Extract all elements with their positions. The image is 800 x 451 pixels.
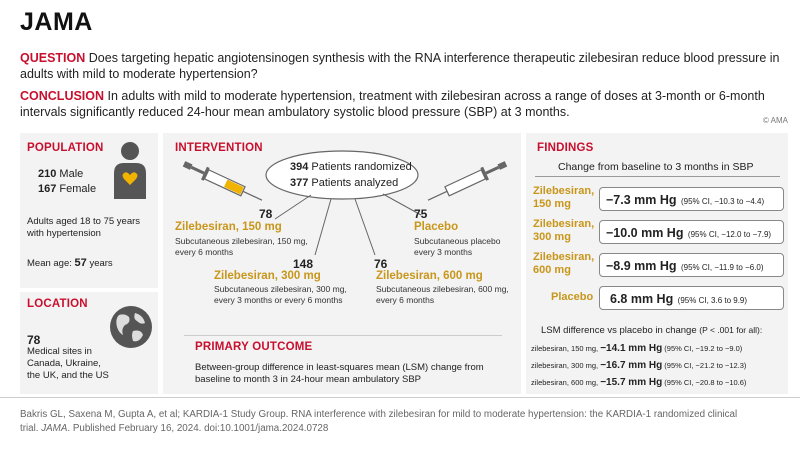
finding-value: 6.8 mm Hg [610, 292, 674, 306]
finding-value: −8.9 mm Hg [606, 259, 677, 273]
placebo-count: 75 [414, 207, 428, 221]
findings-subtitle-rule [535, 176, 780, 177]
intervention-header: INTERVENTION [175, 142, 263, 154]
placebo-name: Placebo [414, 221, 459, 233]
mean-age-value: 57 [74, 257, 87, 269]
female-count: 167 [38, 183, 57, 195]
finding-value-placebo: 6.8 mm Hg (95% CI, 3.6 to 9.9) [610, 290, 747, 308]
finding-label-600: Zilebesiran, 600 mg [533, 251, 595, 276]
syringe-icon [427, 161, 508, 201]
primary-outcome-text: Between-group difference in least-square… [195, 362, 484, 385]
finding-ci: (95% CI, −11.9 to −6.0) [680, 263, 764, 272]
location-header: LOCATION [27, 298, 88, 310]
analyzed-count: 377 [290, 177, 309, 189]
lsm-label: zilebesiran, 600 mg, [531, 378, 599, 387]
male-label: Male [59, 168, 84, 180]
analyzed-line: 377 Patients analyzed [290, 177, 398, 189]
population-counts: 210 Male 167 Female [38, 167, 96, 197]
lsm-title-text: LSM difference vs placebo in change [541, 325, 697, 336]
finding-box-150 [599, 187, 784, 211]
finding-ci: (95% CI, −12.0 to −7.9) [687, 230, 772, 239]
randomized-label: Patients randomized [311, 161, 412, 173]
arm-150-count: 78 [259, 207, 273, 221]
lsm-label: zilebesiran, 300 mg, [531, 361, 599, 370]
randomized-line: 394 Patients randomized [290, 161, 412, 173]
mean-age-unit: years [89, 258, 113, 269]
arm-300-count: 148 [293, 257, 314, 271]
arm-300-name: Zilebesiran, 300 mg [214, 270, 321, 282]
question-label: QUESTION [20, 51, 86, 65]
lsm-row: zilebesiran, 600 mg, −15.7 mm Hg (95% CI… [531, 377, 746, 388]
lsm-ci: (95% CI, −21.2 to −12.3) [664, 361, 747, 370]
population-panel [20, 133, 158, 288]
citation: Bakris GL, Saxena M, Gupta A, et al; KAR… [20, 408, 750, 436]
arm-150-desc: Subcutaneous zilebesiran, 150 mg, every … [175, 236, 308, 257]
syringe-icon [182, 161, 263, 201]
finding-ci: (95% CI, −10.3 to −4.4) [680, 197, 765, 206]
findings-subtitle: Change from baseline to 3 months in SBP [558, 161, 754, 173]
location-description: Medical sites in Canada, Ukraine, the UK… [27, 346, 109, 381]
analyzed-label: Patients analyzed [311, 177, 399, 189]
citation-pre: Bakris GL, Saxena M, Gupta A, et al; KAR… [20, 409, 738, 434]
person-icon [114, 142, 146, 199]
finding-value: −10.0 mm Hg [606, 226, 684, 240]
arm-600-count: 76 [374, 257, 388, 271]
population-description: Adults aged 18 to 75 years with hyperten… [27, 216, 141, 239]
heart-icon [122, 172, 138, 185]
arm-300-desc: Subcutaneous zilebesiran, 300 mg, every … [214, 284, 347, 305]
primary-outcome-header: PRIMARY OUTCOME [195, 341, 313, 353]
findings-header: FINDINGS [537, 142, 594, 154]
conclusion-text: In adults with mild to moderate hyperten… [20, 89, 765, 119]
journal-logo: JAMA [20, 8, 93, 36]
mean-age: Mean age: 57 years [27, 257, 113, 270]
population-header: POPULATION [27, 142, 104, 154]
conclusion-block: CONCLUSION In adults with mild to modera… [20, 88, 780, 120]
female-label: Female [59, 183, 97, 195]
lsm-label: zilebesiran, 150 mg, [531, 344, 599, 353]
finding-box-600 [599, 253, 784, 277]
finding-value: −7.3 mm Hg [606, 193, 677, 207]
arm-600-name: Zilebesiran, 600 mg [376, 270, 483, 282]
location-count: 78 [27, 333, 41, 347]
finding-box-300 [599, 220, 784, 244]
arm-600-desc: Subcutaneous zilebesiran, 600 mg, every … [376, 284, 509, 305]
copyright: © AMA [762, 116, 788, 125]
allocation-diagram [265, 150, 422, 256]
lsm-row: zilebesiran, 300 mg, −16.7 mm Hg (95% CI… [531, 360, 746, 371]
finding-ci: (95% CI, 3.6 to 9.9) [677, 296, 748, 305]
lsm-ci: (95% CI, −20.8 to −10.6) [664, 378, 747, 387]
arm-150-name: Zilebesiran, 150 mg [175, 221, 282, 233]
finding-box-placebo [599, 286, 784, 310]
footer-divider [0, 397, 800, 398]
finding-value-600: −8.9 mm Hg (95% CI, −11.9 to −6.0) [606, 257, 764, 275]
lsm-value: −16.7 mm Hg [600, 360, 663, 371]
lsm-value: −14.1 mm Hg [600, 343, 663, 354]
question-text: Does targeting hepatic angiotensinogen s… [20, 51, 780, 81]
placebo-desc: Subcutaneous placebo every 3 months [414, 236, 501, 257]
lsm-value: −15.7 mm Hg [600, 377, 663, 388]
finding-value-300: −10.0 mm Hg (95% CI, −12.0 to −7.9) [606, 224, 771, 242]
lsm-ci: (95% CI, −19.2 to −9.0) [664, 344, 743, 353]
conclusion-label: CONCLUSION [20, 89, 105, 103]
mean-age-label: Mean age: [27, 258, 72, 269]
question-block: QUESTION Does targeting hepatic angioten… [20, 50, 780, 82]
randomized-count: 394 [290, 161, 309, 173]
lsm-title: LSM difference vs placebo in change (P <… [541, 325, 762, 336]
finding-label-150: Zilebesiran, 150 mg [533, 185, 595, 210]
finding-label-placebo: Placebo [551, 291, 594, 303]
lsm-p-value: (P < .001 for all): [699, 325, 763, 335]
male-count: 210 [38, 168, 57, 180]
finding-value-150: −7.3 mm Hg (95% CI, −10.3 to −4.4) [606, 191, 764, 209]
globe-icon [110, 306, 152, 348]
lsm-row: zilebesiran, 150 mg, −14.1 mm Hg (95% CI… [531, 343, 742, 354]
finding-label-300: Zilebesiran, 300 mg [533, 218, 595, 243]
primary-outcome-box [184, 335, 502, 386]
citation-post: . Published February 16, 2024. doi:10.10… [67, 423, 329, 434]
citation-journal: JAMA [41, 423, 68, 434]
